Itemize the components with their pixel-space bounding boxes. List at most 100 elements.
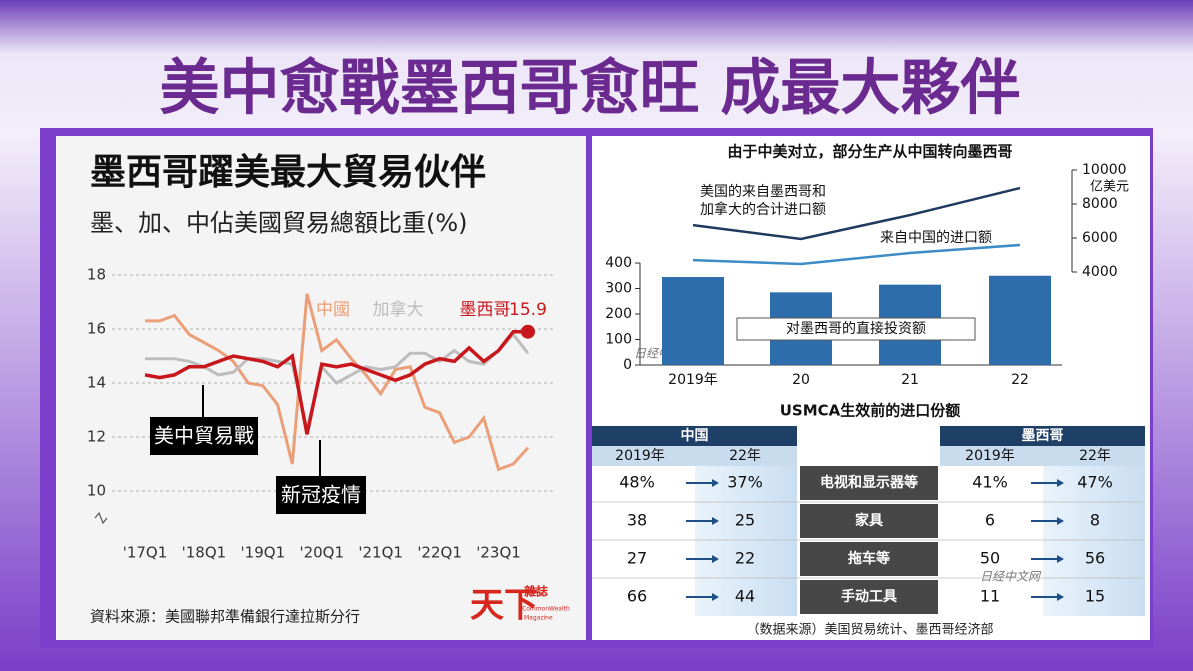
category-cell: [800, 504, 938, 538]
x-tick-label: 20: [792, 372, 810, 388]
logo: CommonWealth: [522, 606, 570, 613]
bar: [662, 277, 724, 365]
end-dot: [520, 324, 535, 339]
cell: 38: [627, 511, 647, 530]
legend-label: 加拿大: [373, 299, 424, 320]
y-tick-label: 18: [87, 266, 106, 284]
y-tick-label: 12: [87, 428, 106, 446]
group-label: 墨西哥: [1022, 428, 1064, 444]
arrow-head: [1057, 517, 1064, 525]
y-tick-label: 0: [623, 357, 632, 373]
y-tick-label: 10: [87, 482, 106, 500]
chart-subtitle: 墨、加、中佔美國貿易總額比重(%): [90, 209, 468, 237]
cell: 25: [735, 511, 755, 530]
label-box: [736, 317, 976, 341]
legend-label: 对墨西哥的直接投资额: [786, 320, 926, 337]
legend-label: 美国的来自墨西哥和: [700, 184, 826, 200]
legend-label: 来自中国的进口额: [880, 230, 992, 246]
row-category: 家具: [855, 512, 883, 529]
logo: Magazine: [524, 615, 553, 622]
left-panel: [56, 136, 586, 640]
chart-title: 墨西哥躍美最大貿易伙伴: [90, 152, 486, 193]
series-line: [692, 243, 1021, 266]
category-cell: [800, 580, 938, 614]
x-tick-label: 22: [1011, 372, 1029, 388]
arrow-head: [712, 479, 719, 487]
subheader-bg: [940, 446, 1145, 466]
cell: 56: [1085, 549, 1105, 568]
subheader: 2019年: [615, 448, 665, 464]
y-tick-label: 200: [605, 306, 632, 322]
group-header: [592, 426, 797, 446]
cell: 41%: [972, 473, 1008, 492]
col-bg: [695, 446, 797, 616]
annotation: 新冠疫情: [281, 483, 361, 507]
series-line: [145, 332, 530, 430]
x-tick-label: 2019年: [668, 372, 718, 388]
cell: 50: [980, 549, 1000, 568]
row-category: 拖车等: [848, 550, 890, 567]
y-tick-label: 400: [605, 255, 632, 271]
subheader: 22年: [729, 448, 761, 464]
cell: 11: [980, 587, 1000, 606]
y2-tick-label: 4000: [1082, 264, 1118, 280]
cell: 27: [627, 549, 647, 568]
col-bg: [1043, 446, 1145, 616]
source: （数据来源）美国贸易统计、墨西哥经济部: [746, 623, 993, 638]
series-line: [144, 329, 528, 435]
logo: 雜誌: [524, 584, 548, 599]
legend-label: 墨西哥: [460, 300, 511, 320]
subheader: 22年: [1079, 448, 1111, 464]
y-tick-label: 16: [87, 320, 106, 338]
row-category: 电视和显示器等: [820, 474, 918, 491]
annotation-box: [150, 417, 258, 455]
y2-tick-label: 10000: [1082, 162, 1127, 178]
arrow-head: [712, 517, 719, 525]
arrow-head: [712, 593, 719, 601]
x-tick-label: '17Q1: [123, 544, 168, 562]
arrow-head: [712, 555, 719, 563]
cell: 8: [1090, 511, 1100, 530]
category-cell: [800, 542, 938, 576]
legend-label: 加拿大的合计进口额: [700, 201, 826, 218]
x-tick-label: '20Q1: [299, 544, 344, 562]
annotation-box: [276, 476, 366, 514]
cell: 48%: [619, 473, 655, 492]
y2-axis-label: 亿美元: [1090, 180, 1129, 195]
cell: 47%: [1077, 473, 1113, 492]
series-line: [692, 186, 1021, 241]
cell: 6: [985, 511, 995, 530]
x-tick-label: '19Q1: [241, 544, 286, 562]
value-label: 15.9: [509, 300, 547, 320]
cell: 37%: [727, 473, 763, 492]
group-label: 中国: [681, 427, 709, 444]
y-tick-label: 14: [87, 374, 106, 392]
axis-break: [94, 511, 108, 525]
y-tick-label: 100: [605, 332, 632, 348]
subheader-bg: [592, 446, 797, 466]
x-tick-label: 21: [901, 372, 919, 388]
headline: 美中愈戰墨西哥愈旺 成最大夥伴: [160, 54, 1021, 124]
watermark: 日经中文网: [980, 570, 1042, 584]
legend-label: 中國: [316, 300, 350, 320]
cell: 44: [735, 587, 755, 606]
row-category: 手动工具: [841, 588, 897, 605]
bar: [989, 275, 1051, 365]
arrow-head: [1057, 479, 1064, 487]
cell: 15: [1085, 587, 1105, 606]
subheader: 2019年: [965, 448, 1015, 464]
y2-tick-label: 6000: [1082, 230, 1118, 246]
arrow-head: [1057, 593, 1064, 601]
category-cell: [800, 466, 938, 500]
arrow-head: [1057, 555, 1064, 563]
x-tick-label: '18Q1: [182, 544, 227, 562]
cell: 22: [735, 549, 755, 568]
chart-title: 由于中美对立，部分生产从中国转向墨西哥: [727, 143, 1012, 161]
y2-tick-label: 8000: [1082, 196, 1118, 212]
table-title: USMCA生效前的进口份额: [780, 402, 961, 420]
x-tick-label: '23Q1: [476, 544, 521, 562]
cell: 66: [627, 587, 647, 606]
x-tick-label: '22Q1: [417, 544, 462, 562]
